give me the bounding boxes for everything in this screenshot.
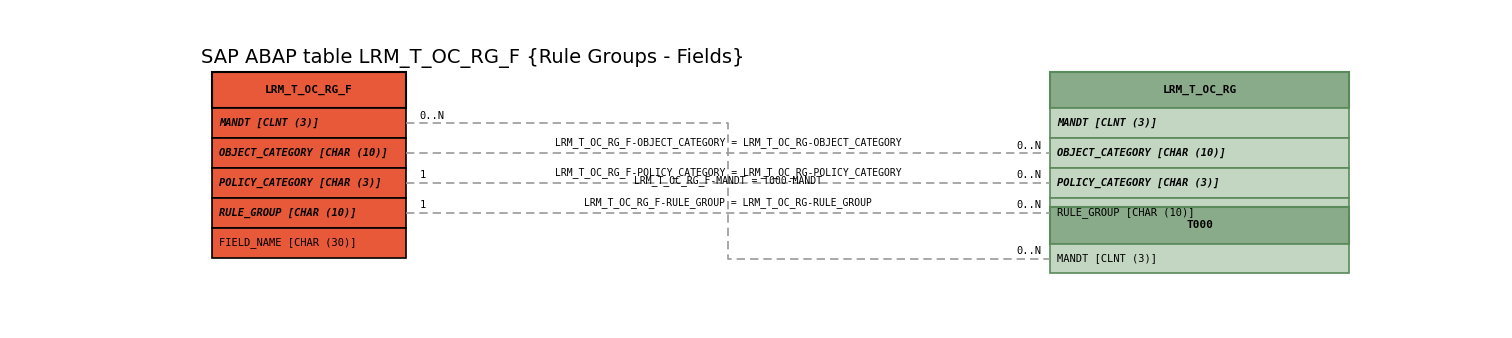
FancyBboxPatch shape (212, 198, 405, 228)
FancyBboxPatch shape (1051, 72, 1349, 108)
Text: T000: T000 (1187, 220, 1213, 230)
FancyBboxPatch shape (212, 228, 405, 258)
Text: MANDT [CLNT (3)]: MANDT [CLNT (3)] (219, 118, 319, 128)
Text: LRM_T_OC_RG_F-OBJECT_CATEGORY = LRM_T_OC_RG-OBJECT_CATEGORY: LRM_T_OC_RG_F-OBJECT_CATEGORY = LRM_T_OC… (555, 137, 901, 148)
FancyBboxPatch shape (212, 168, 405, 198)
Text: POLICY_CATEGORY [CHAR (3)]: POLICY_CATEGORY [CHAR (3)] (1057, 178, 1220, 188)
FancyBboxPatch shape (1051, 207, 1349, 244)
FancyBboxPatch shape (1051, 198, 1349, 228)
FancyBboxPatch shape (212, 138, 405, 168)
Text: MANDT [CLNT (3)]: MANDT [CLNT (3)] (1057, 118, 1157, 128)
FancyBboxPatch shape (1051, 168, 1349, 198)
Text: 1: 1 (420, 200, 426, 210)
Text: FIELD_NAME [CHAR (30)]: FIELD_NAME [CHAR (30)] (219, 238, 357, 248)
Text: LRM_T_OC_RG: LRM_T_OC_RG (1163, 85, 1237, 95)
Text: MANDT [CLNT (3)]: MANDT [CLNT (3)] (1057, 254, 1157, 264)
Text: SAP ABAP table LRM_T_OC_RG_F {Rule Groups - Fields}: SAP ABAP table LRM_T_OC_RG_F {Rule Group… (201, 48, 744, 68)
Text: 0..N: 0..N (1016, 170, 1040, 180)
Text: LRM_T_OC_RG_F-POLICY_CATEGORY = LRM_T_OC_RG-POLICY_CATEGORY: LRM_T_OC_RG_F-POLICY_CATEGORY = LRM_T_OC… (555, 167, 901, 178)
Text: 0..N: 0..N (1016, 200, 1040, 210)
FancyBboxPatch shape (1051, 138, 1349, 168)
Text: RULE_GROUP [CHAR (10)]: RULE_GROUP [CHAR (10)] (1057, 208, 1194, 218)
Text: POLICY_CATEGORY [CHAR (3)]: POLICY_CATEGORY [CHAR (3)] (219, 178, 383, 188)
Text: LRM_T_OC_RG_F-RULE_GROUP = LRM_T_OC_RG-RULE_GROUP: LRM_T_OC_RG_F-RULE_GROUP = LRM_T_OC_RG-R… (584, 197, 872, 208)
FancyBboxPatch shape (1051, 108, 1349, 138)
Text: LRM_T_OC_RG_F: LRM_T_OC_RG_F (265, 85, 352, 95)
Text: 0..N: 0..N (420, 111, 445, 121)
FancyBboxPatch shape (212, 72, 405, 108)
Text: 0..N: 0..N (1016, 246, 1040, 256)
Text: RULE_GROUP [CHAR (10)]: RULE_GROUP [CHAR (10)] (219, 208, 357, 218)
FancyBboxPatch shape (212, 108, 405, 138)
Text: 0..N: 0..N (1016, 141, 1040, 150)
Text: OBJECT_CATEGORY [CHAR (10)]: OBJECT_CATEGORY [CHAR (10)] (219, 148, 389, 158)
Text: 1: 1 (420, 170, 426, 180)
FancyBboxPatch shape (1051, 244, 1349, 273)
Text: OBJECT_CATEGORY [CHAR (10)]: OBJECT_CATEGORY [CHAR (10)] (1057, 148, 1226, 158)
Text: LRM_T_OC_RG_F-MANDT = T000-MANDT: LRM_T_OC_RG_F-MANDT = T000-MANDT (634, 175, 823, 186)
